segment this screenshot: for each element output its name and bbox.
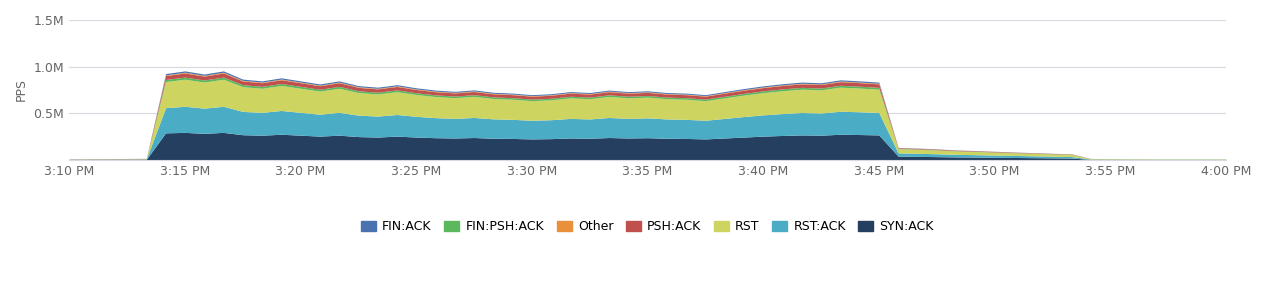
Y-axis label: PPS: PPS (15, 79, 28, 101)
Legend: FIN:ACK, FIN:PSH:ACK, Other, PSH:ACK, RST, RST:ACK, SYN:ACK: FIN:ACK, FIN:PSH:ACK, Other, PSH:ACK, RS… (356, 215, 939, 238)
